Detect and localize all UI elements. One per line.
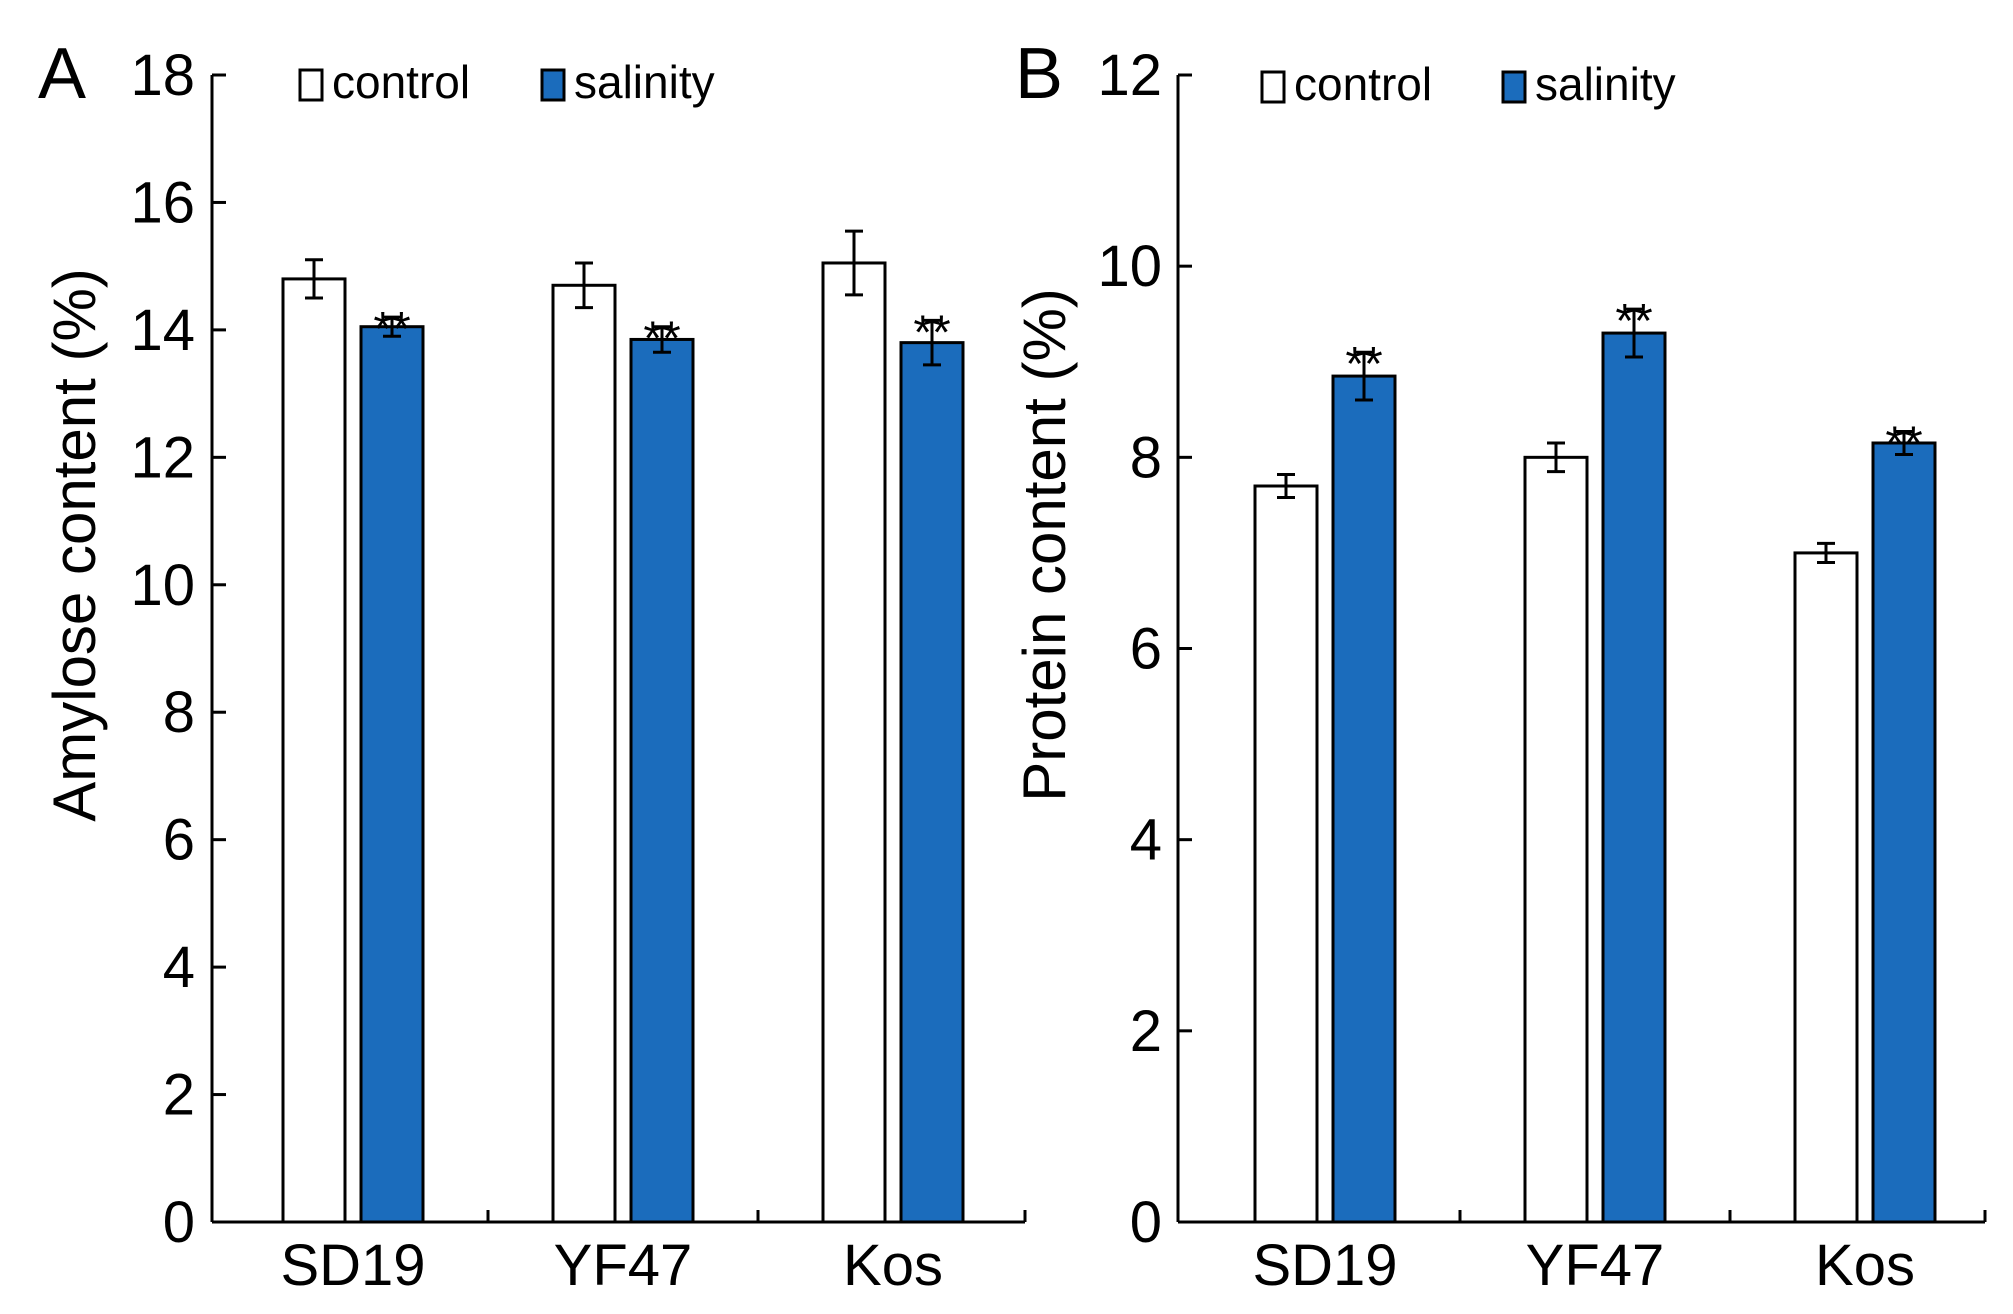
panel-a-y-tick-label: 10 bbox=[130, 553, 195, 618]
panel-b-y-tick-label: 12 bbox=[1097, 43, 1162, 108]
panel-b-legend-label-salinity: salinity bbox=[1535, 58, 1676, 110]
panel-a-bar-control-sd19 bbox=[281, 277, 347, 1224]
panel-b-significance-marker: ** bbox=[1615, 295, 1652, 348]
panel-b-bar-control-kos bbox=[1793, 551, 1859, 1224]
panel-b-y-tick-label: 10 bbox=[1097, 234, 1162, 299]
panel-a-y-tick-label: 14 bbox=[130, 298, 195, 363]
panel-b-y-tick-label: 8 bbox=[1130, 425, 1162, 490]
panel-a-significance-marker: ** bbox=[643, 313, 680, 366]
panel-a-bar-control-kos bbox=[821, 261, 887, 1224]
panel-a-significance-marker: ** bbox=[913, 306, 950, 359]
panel-b-significance-marker: ** bbox=[1345, 338, 1382, 391]
panel-a-legend-label-salinity: salinity bbox=[574, 56, 715, 108]
panel-a-y-tick-label: 2 bbox=[163, 1063, 195, 1128]
panel-a-legend-swatch-control bbox=[298, 68, 324, 102]
panel-b-bar-salinity-kos bbox=[1871, 441, 1937, 1224]
panel-b-category-label: YF47 bbox=[1526, 1233, 1665, 1298]
panel-a-bar-salinity-sd19 bbox=[359, 325, 425, 1224]
panel-b-y-tick-label: 0 bbox=[1130, 1190, 1162, 1255]
panel-b-legend-swatch-control bbox=[1260, 70, 1286, 104]
panel-a-legend-label-control: control bbox=[332, 56, 470, 108]
panel-a-bar-control-yf47 bbox=[551, 283, 617, 1224]
panel-a-y-tick-label: 16 bbox=[130, 170, 195, 235]
panel-b-bar-control-sd19 bbox=[1253, 484, 1319, 1224]
panel-b-y-tick-label: 4 bbox=[1130, 808, 1162, 873]
panel-b-legend-swatch-salinity bbox=[1501, 70, 1527, 104]
panel-a-category-label: YF47 bbox=[554, 1233, 693, 1298]
panel-b-category-label: Kos bbox=[1815, 1233, 1915, 1298]
panel-a-y-tick-label: 18 bbox=[130, 43, 195, 108]
panel-a-y-tick-label: 0 bbox=[163, 1190, 195, 1255]
panel-a-bar-salinity-kos bbox=[899, 341, 965, 1224]
panel-b-category-label: SD19 bbox=[1252, 1233, 1397, 1298]
panel-b-y-tick-label: 6 bbox=[1130, 617, 1162, 682]
panel-a-bar-salinity-yf47 bbox=[629, 337, 695, 1224]
panel-a-y-tick-label: 8 bbox=[163, 680, 195, 745]
panel-a-y-tick-label: 4 bbox=[163, 935, 195, 1000]
panel-a-y-tick-label: 6 bbox=[163, 808, 195, 873]
panel-a-significance-marker: ** bbox=[373, 303, 410, 356]
panel-a-y-axis-title: Amylose content (%) bbox=[41, 268, 108, 822]
panel-b-bar-salinity-sd19 bbox=[1331, 374, 1397, 1224]
panel-a-category-label: Kos bbox=[843, 1233, 943, 1298]
panel-b-chart: B Protein content (%) 0 2 4 6 8 10 12 ** SD19 ** Y… bbox=[1011, 34, 1987, 1298]
panel-a-y-tick-label: 12 bbox=[130, 425, 195, 490]
panel-b-bar-control-yf47 bbox=[1523, 455, 1589, 1224]
panel-b-significance-marker: ** bbox=[1885, 418, 1922, 471]
panel-b-y-tick-label: 2 bbox=[1130, 999, 1162, 1064]
panel-a-chart: A Amylose content (%) 0 2 4 6 8 10 12 14 16 18 ** S… bbox=[38, 34, 1027, 1298]
panel-a-legend-swatch-salinity bbox=[540, 68, 566, 102]
panel-a-category-label: SD19 bbox=[280, 1233, 425, 1298]
panel-b-bar-salinity-yf47 bbox=[1601, 331, 1667, 1224]
panel-b-letter: B bbox=[1015, 34, 1063, 114]
panel-b-legend-label-control: control bbox=[1294, 58, 1432, 110]
panel-a-letter: A bbox=[38, 34, 86, 114]
panel-b-y-axis-title: Protein content (%) bbox=[1011, 288, 1078, 802]
